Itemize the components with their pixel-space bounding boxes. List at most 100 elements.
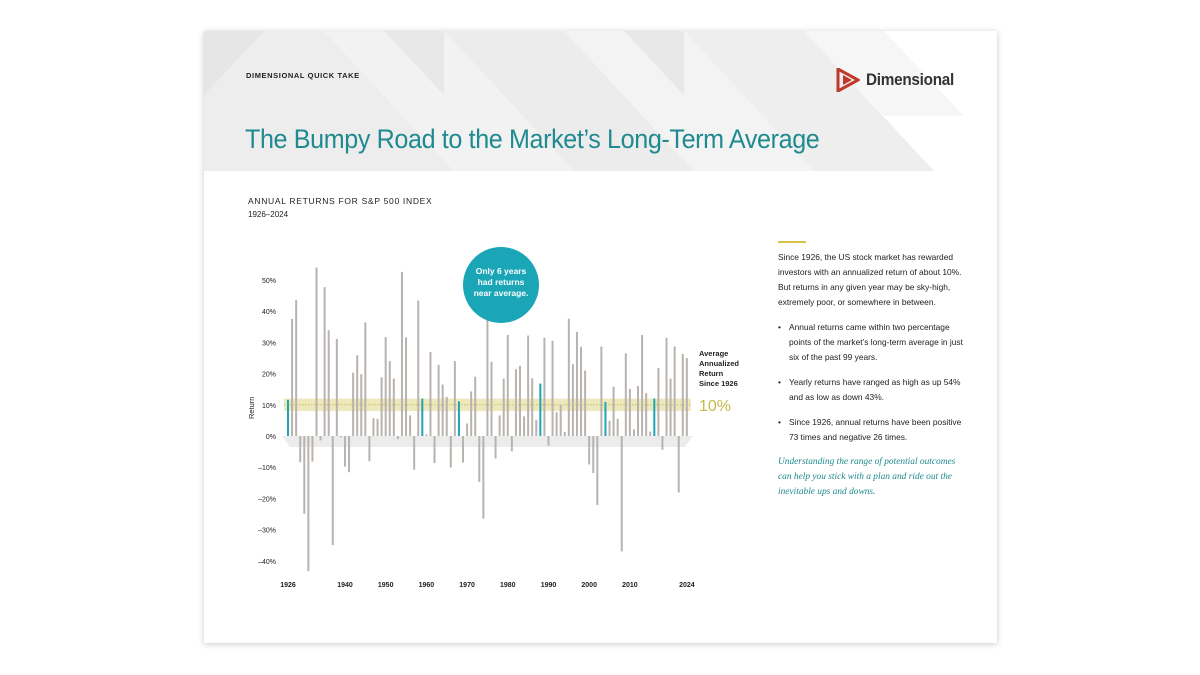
bar xyxy=(429,352,432,436)
bar xyxy=(657,367,660,436)
bar xyxy=(527,335,530,436)
bar xyxy=(502,378,505,436)
bar xyxy=(555,412,558,436)
bar xyxy=(641,334,644,436)
bar xyxy=(307,436,310,572)
bar xyxy=(425,434,428,436)
callout-text-line: Only 6 years xyxy=(476,266,527,276)
bar xyxy=(649,431,652,436)
bar xyxy=(596,436,599,505)
bar xyxy=(645,393,648,436)
bar xyxy=(612,386,615,436)
average-label-line: Since 1926 xyxy=(699,379,738,388)
bar xyxy=(620,436,623,552)
dimensional-logo-mark-icon xyxy=(836,68,860,92)
bar xyxy=(559,404,562,436)
bar xyxy=(311,436,314,462)
bar xyxy=(291,319,294,436)
x-tick-label: 1950 xyxy=(378,582,394,589)
bar xyxy=(518,365,521,436)
y-tick-label: –20% xyxy=(258,496,276,503)
x-tick-label: 2024 xyxy=(679,582,695,589)
bar xyxy=(356,355,359,436)
sidebar-text: Since 1926, the US stock market has rewa… xyxy=(778,241,968,500)
bar xyxy=(637,386,640,436)
bar xyxy=(567,318,570,436)
callout-text-line: near average. xyxy=(474,288,529,298)
bar xyxy=(372,418,375,436)
bar xyxy=(335,338,338,436)
bar xyxy=(323,287,326,436)
callout-bubble xyxy=(463,247,539,323)
y-tick-label: 50% xyxy=(262,278,276,285)
sidebar-intro: Since 1926, the US stock market has rewa… xyxy=(778,252,962,307)
kicker-label: DIMENSIONAL QUICK TAKE xyxy=(246,71,360,80)
bar xyxy=(360,374,363,436)
bar xyxy=(592,436,595,474)
bar xyxy=(384,337,387,436)
bar xyxy=(685,358,688,436)
bar xyxy=(417,300,420,436)
zero-floor xyxy=(282,436,693,447)
bar xyxy=(474,376,477,436)
x-tick-label: 1960 xyxy=(419,582,435,589)
bar xyxy=(352,372,355,436)
bar xyxy=(575,331,578,436)
bar xyxy=(628,388,631,436)
logo-text: Dimensional xyxy=(866,70,955,89)
bar xyxy=(523,416,526,436)
bar xyxy=(510,436,513,452)
bar xyxy=(616,418,619,436)
bar xyxy=(319,436,322,441)
y-tick-label: 30% xyxy=(262,340,276,347)
bar xyxy=(486,319,489,436)
bar xyxy=(441,384,444,436)
bar xyxy=(531,378,534,436)
x-tick-label: 1970 xyxy=(459,582,475,589)
bar xyxy=(343,436,346,467)
y-tick-label: –10% xyxy=(258,465,276,472)
bar xyxy=(514,369,517,436)
dimensional-logo[interactable]: Dimensional xyxy=(836,68,964,92)
y-tick-label: –40% xyxy=(258,559,276,566)
bar-near-average xyxy=(421,398,424,436)
bar xyxy=(482,436,485,519)
bar xyxy=(339,436,342,438)
bar xyxy=(547,436,550,446)
x-tick-label: 2000 xyxy=(581,582,597,589)
bar-near-average xyxy=(604,401,607,436)
bar xyxy=(400,271,403,436)
bar xyxy=(677,436,680,493)
sidebar-bullet: Since 1926, annual returns have been pos… xyxy=(778,415,968,445)
y-axis-label: Return xyxy=(247,397,256,420)
bar xyxy=(348,436,351,473)
bar xyxy=(449,436,452,468)
bar xyxy=(315,267,318,436)
bar xyxy=(580,346,583,436)
bar xyxy=(327,330,330,436)
bar xyxy=(608,420,611,436)
sidebar-closing: Understanding the range of potential out… xyxy=(778,457,956,497)
bar xyxy=(563,431,566,436)
bar xyxy=(405,337,408,436)
bar xyxy=(506,334,509,436)
bar xyxy=(669,378,672,436)
bar xyxy=(624,353,627,436)
x-tick-label: 2010 xyxy=(622,582,638,589)
bar xyxy=(331,436,334,546)
bar xyxy=(433,436,436,464)
bar xyxy=(543,337,546,436)
bar xyxy=(364,322,367,436)
bar-near-average xyxy=(287,399,289,436)
bar xyxy=(413,436,416,470)
sidebar-bullet: Yearly returns have ranged as high as up… xyxy=(778,375,968,405)
bar xyxy=(462,436,465,463)
bar xyxy=(445,397,448,436)
bar xyxy=(392,378,395,436)
y-tick-label: 10% xyxy=(262,403,276,410)
x-tick-label: 1990 xyxy=(541,582,557,589)
bar xyxy=(368,436,371,462)
bar xyxy=(437,364,440,436)
average-value-label: 10% xyxy=(699,398,731,415)
sidebar-bullets: Annual returns came within two percentag… xyxy=(778,320,968,445)
